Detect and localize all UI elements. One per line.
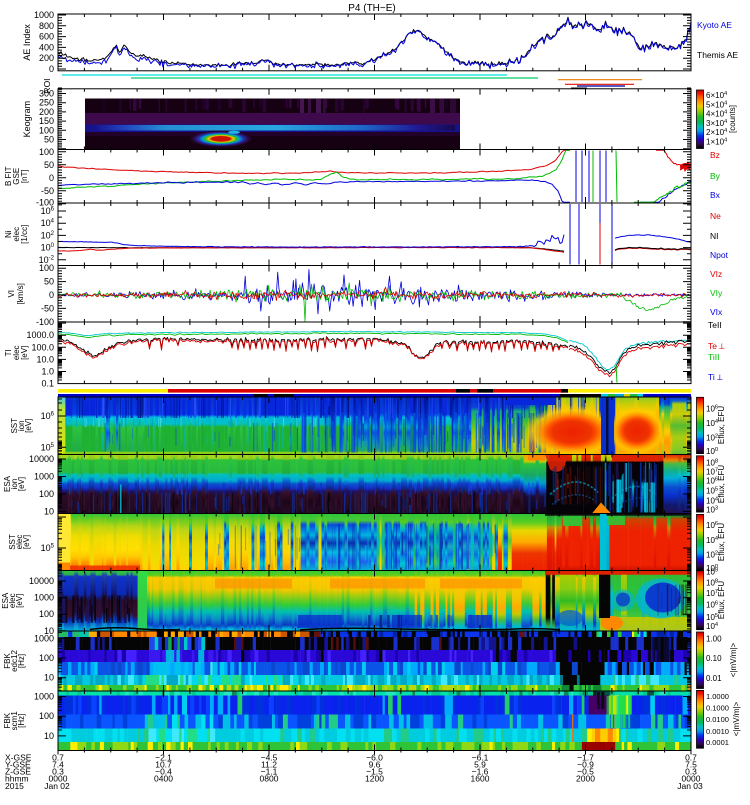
svg-text:-50: -50 xyxy=(41,186,54,196)
svg-text:100: 100 xyxy=(39,653,54,663)
svg-text:VI: VI xyxy=(7,290,16,298)
svg-text:Kyoto AE: Kyoto AE xyxy=(697,20,732,30)
svg-text:100: 100 xyxy=(39,263,54,273)
svg-text:Themis AE: Themis AE xyxy=(697,50,738,60)
svg-text:VIz: VIz xyxy=(710,269,722,279)
svg-text:VIx: VIx xyxy=(710,307,723,317)
svg-text:Eflux, EFU: Eflux, EFU xyxy=(717,523,726,561)
svg-text:50: 50 xyxy=(44,160,54,170)
svg-text:-100: -100 xyxy=(36,317,54,327)
svg-text:[Hz]: [Hz] xyxy=(17,654,26,668)
svg-text:TiII: TiII xyxy=(708,352,720,362)
svg-text:[nT]: [nT] xyxy=(20,169,29,183)
svg-text:-50: -50 xyxy=(41,303,54,313)
svg-text:0: 0 xyxy=(49,64,54,74)
svg-text:1000: 1000 xyxy=(34,593,54,603)
svg-text:0.01: 0.01 xyxy=(706,674,722,683)
svg-text:1.0000: 1.0000 xyxy=(706,692,729,701)
svg-text:100: 100 xyxy=(39,711,54,721)
svg-text:100: 100 xyxy=(39,125,54,135)
svg-text:100: 100 xyxy=(39,489,54,499)
svg-text:Eflux, EFU: Eflux, EFU xyxy=(717,581,726,619)
svg-text:Ne: Ne xyxy=(710,211,721,221)
svg-text:Keogram: Keogram xyxy=(22,101,32,138)
svg-text:[eV]: [eV] xyxy=(15,594,24,608)
svg-text:0.10: 0.10 xyxy=(706,654,722,663)
svg-text:200: 200 xyxy=(39,107,54,117)
svg-text:250: 250 xyxy=(39,98,54,108)
svg-text:1000: 1000 xyxy=(34,633,54,643)
svg-text:10: 10 xyxy=(44,673,54,683)
svg-text:Te: Te xyxy=(708,341,717,351)
svg-text:1.0: 1.0 xyxy=(41,367,54,377)
svg-text:[1/cc]: [1/cc] xyxy=(20,225,29,244)
svg-text:300: 300 xyxy=(39,89,54,99)
svg-text:Bx: Bx xyxy=(710,190,721,200)
svg-text:0800: 0800 xyxy=(260,774,279,784)
svg-text:10000: 10000 xyxy=(29,454,54,464)
svg-text:VIy: VIy xyxy=(710,288,723,298)
svg-text:200: 200 xyxy=(39,53,54,63)
svg-text:10: 10 xyxy=(44,731,54,741)
svg-text:Npot: Npot xyxy=(710,250,729,260)
svg-text:1000: 1000 xyxy=(34,10,54,20)
svg-text:⟂: ⟂ xyxy=(717,372,723,382)
svg-text:Jan 03: Jan 03 xyxy=(677,781,703,791)
svg-text:1000: 1000 xyxy=(34,692,54,702)
svg-text:50: 50 xyxy=(44,277,54,287)
svg-text:Jan 02: Jan 02 xyxy=(44,781,70,791)
svg-text:AE Index: AE Index xyxy=(22,24,32,61)
svg-text:By: By xyxy=(710,171,721,181)
svg-text:400: 400 xyxy=(39,42,54,52)
svg-text:P4 (TH−E): P4 (TH−E) xyxy=(348,3,396,14)
svg-text:50: 50 xyxy=(44,135,54,145)
svg-text:0: 0 xyxy=(49,290,54,300)
svg-text:⟂: ⟂ xyxy=(719,341,725,351)
svg-text:[Hz]: [Hz] xyxy=(17,714,26,728)
svg-text:[km/s]: [km/s] xyxy=(16,283,25,304)
svg-text:<|mV/m|>: <|mV/m|> xyxy=(732,701,741,736)
svg-text:1600: 1600 xyxy=(471,774,490,784)
svg-text:2000: 2000 xyxy=(576,774,595,784)
svg-text:2015: 2015 xyxy=(5,781,24,791)
svg-text:150: 150 xyxy=(39,116,54,126)
svg-text:0: 0 xyxy=(49,173,54,183)
svg-text:[eV]: [eV] xyxy=(17,477,26,491)
svg-text:1200: 1200 xyxy=(365,774,384,784)
svg-text:[eV]: [eV] xyxy=(22,535,31,549)
svg-text:0.0100: 0.0100 xyxy=(706,715,729,724)
svg-text:0400: 0400 xyxy=(154,774,173,784)
svg-text:1.00: 1.00 xyxy=(706,635,722,644)
svg-text:[counts]: [counts] xyxy=(728,105,737,133)
svg-text:[eV]: [eV] xyxy=(20,346,29,360)
svg-text:Ti: Ti xyxy=(708,372,715,382)
svg-text:10000: 10000 xyxy=(29,576,54,586)
svg-text:Eflux, EFU: Eflux, EFU xyxy=(717,465,726,503)
svg-text:100: 100 xyxy=(39,147,54,157)
svg-text:0.1000: 0.1000 xyxy=(706,704,729,713)
svg-text:NI: NI xyxy=(710,231,719,241)
svg-text:100: 100 xyxy=(39,609,54,619)
svg-text:10.0: 10.0 xyxy=(36,354,54,364)
svg-text:1000: 1000 xyxy=(34,472,54,482)
svg-text:100.0: 100.0 xyxy=(31,342,54,352)
svg-text:0.0010: 0.0010 xyxy=(706,727,729,736)
svg-text:600: 600 xyxy=(39,32,54,42)
svg-text:0.1: 0.1 xyxy=(41,379,54,389)
svg-text:0.0001: 0.0001 xyxy=(706,738,729,747)
svg-text:TeII: TeII xyxy=(708,320,722,330)
svg-text:800: 800 xyxy=(39,21,54,31)
svg-text:<|mV/m|>: <|mV/m|> xyxy=(729,642,738,677)
svg-text:1000.0: 1000.0 xyxy=(26,330,54,340)
svg-text:[eV]: [eV] xyxy=(24,419,33,433)
svg-text:Eflux, EFU: Eflux, EFU xyxy=(717,406,726,444)
svg-text:10: 10 xyxy=(44,507,54,517)
svg-text:Bz: Bz xyxy=(710,150,720,160)
